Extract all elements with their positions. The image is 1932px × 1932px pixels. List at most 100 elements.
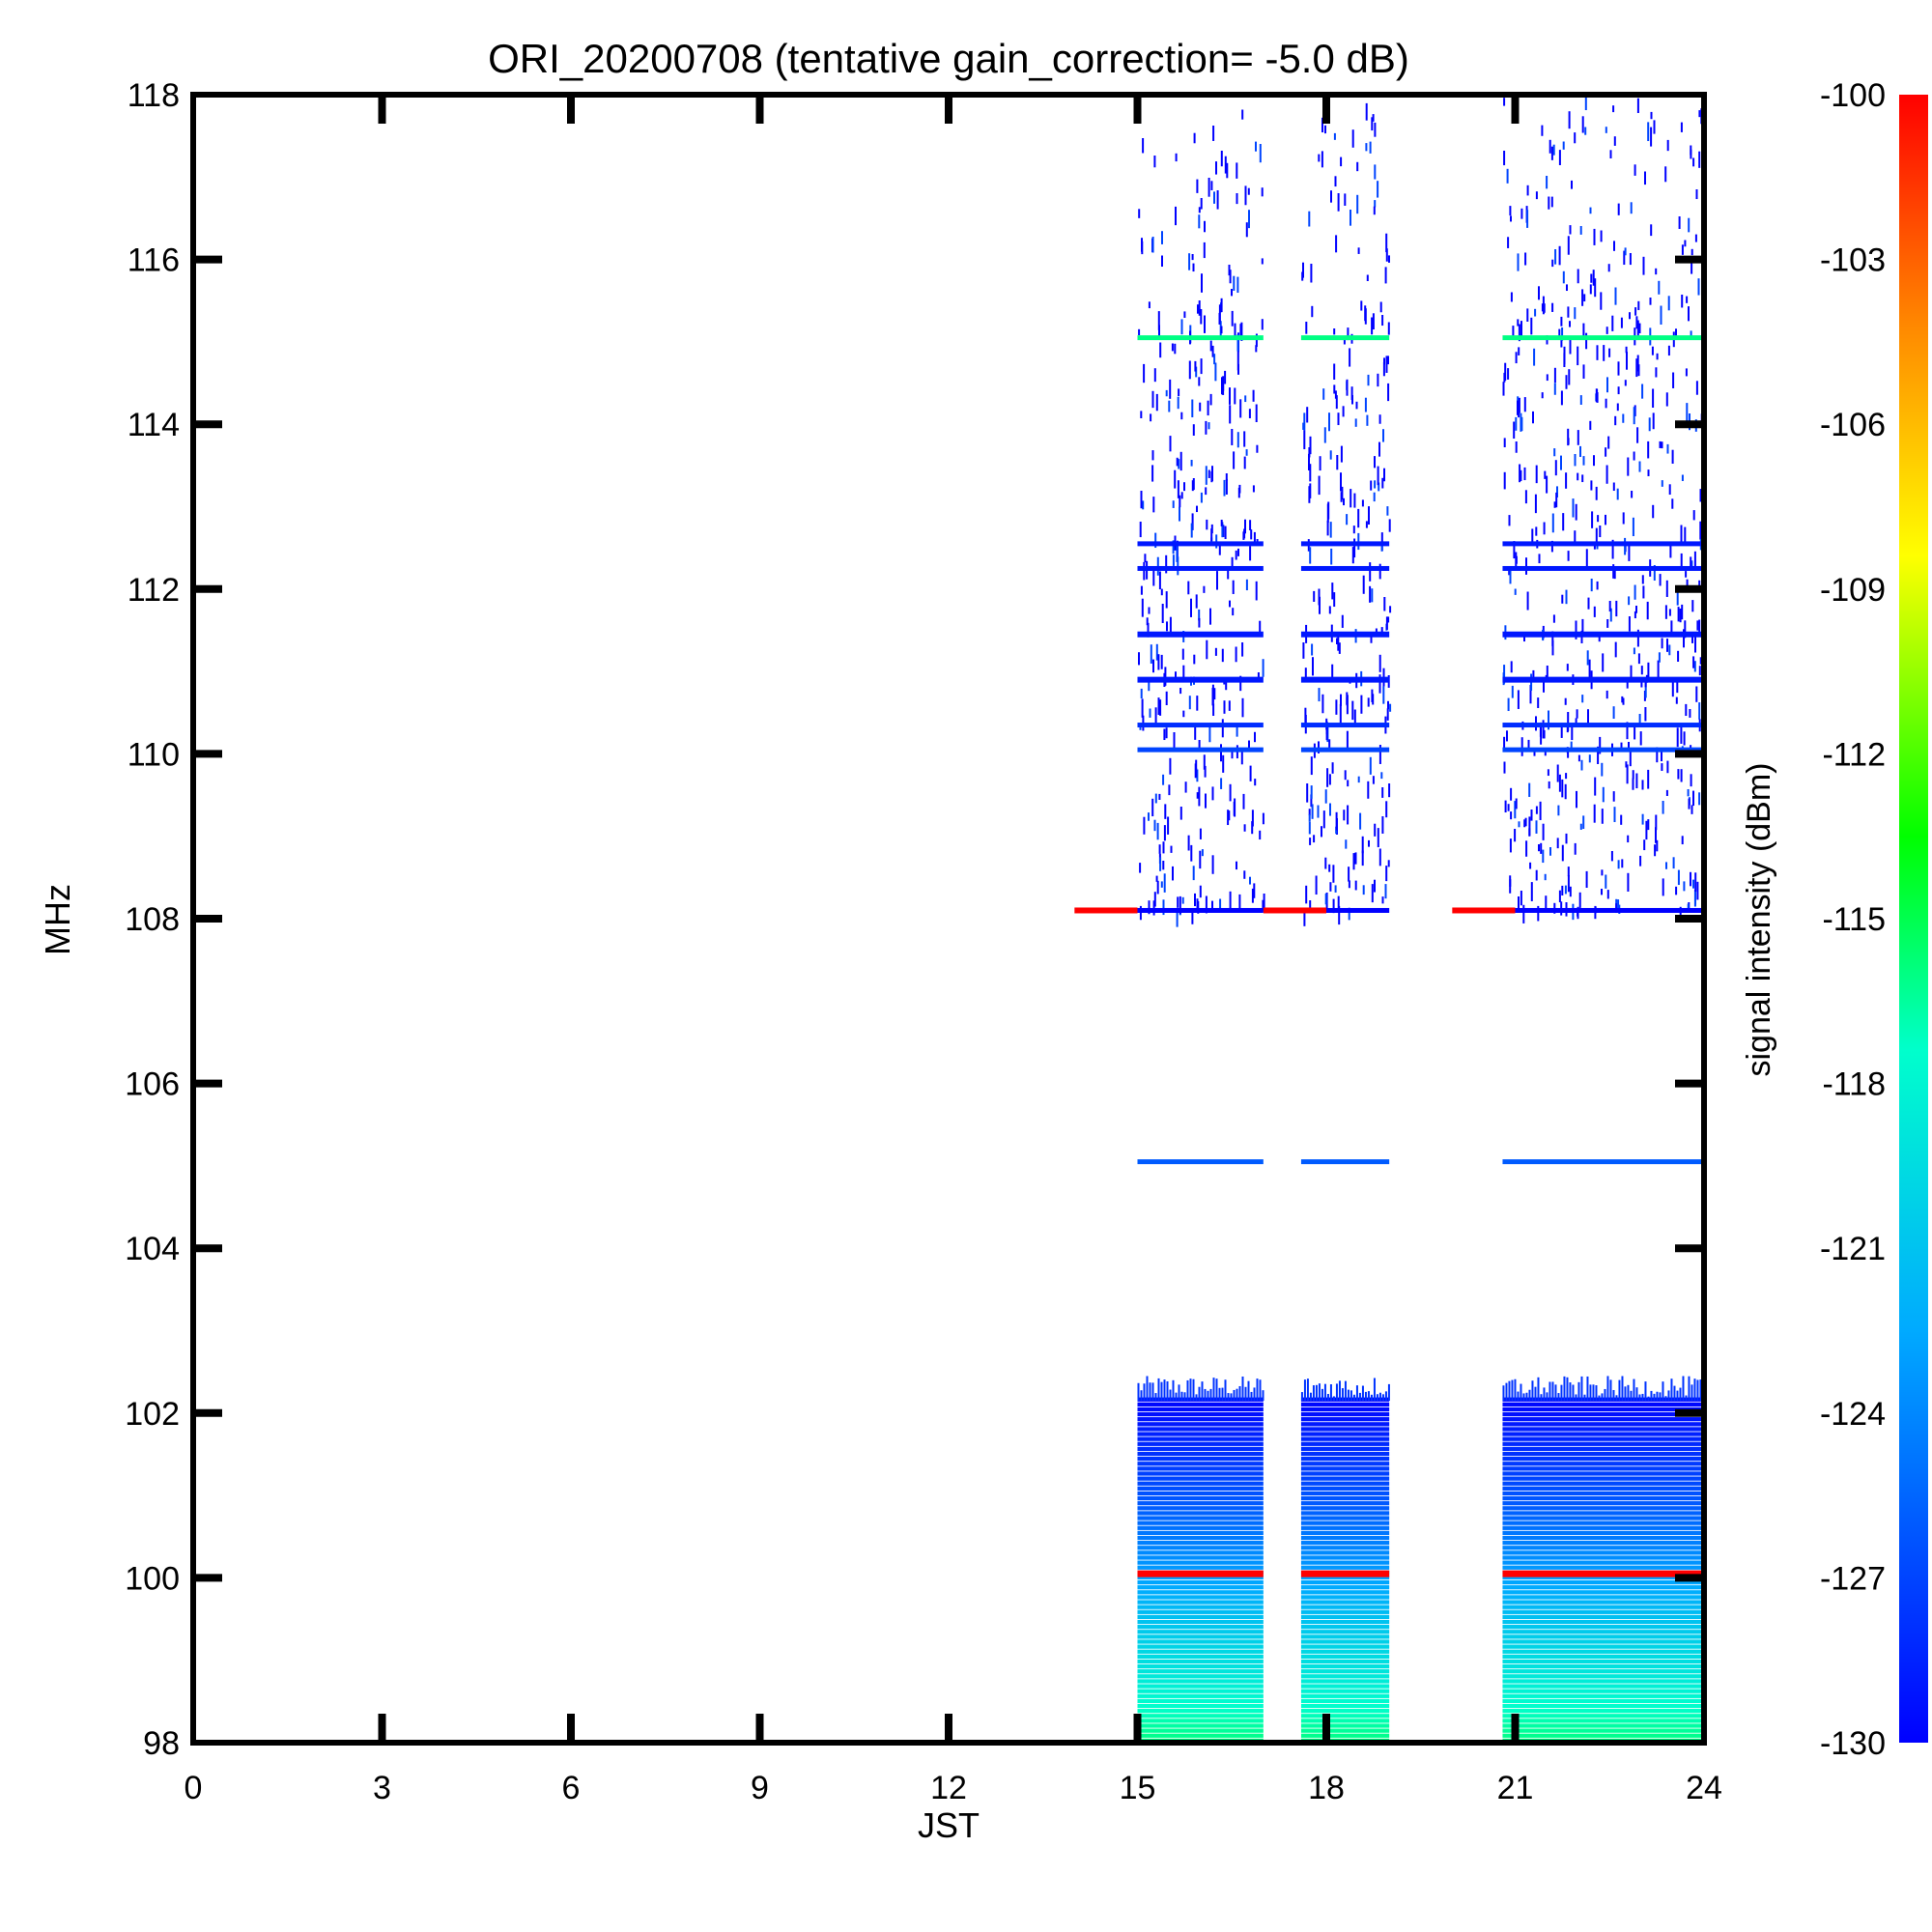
noise-speckle xyxy=(1378,674,1381,694)
noise-speckle xyxy=(1223,700,1226,714)
noise-tick xyxy=(1253,1387,1256,1402)
noise-speckle xyxy=(1542,823,1545,840)
colorbar-tick-label: -118 xyxy=(1822,1066,1886,1103)
noise-speckle xyxy=(1213,688,1216,700)
noise-speckle xyxy=(1640,666,1643,675)
noise-speckle xyxy=(1644,679,1647,688)
noise-speckle xyxy=(1688,798,1690,810)
noise-speckle xyxy=(1328,606,1331,614)
noise-speckle xyxy=(1148,607,1151,614)
noise-speckle xyxy=(1308,447,1311,458)
noise-speckle xyxy=(1630,202,1633,214)
noise-speckle xyxy=(1636,320,1639,339)
band-row xyxy=(1300,1684,1390,1689)
noise-speckle xyxy=(1379,301,1382,313)
noise-speckle xyxy=(1684,620,1687,639)
noise-tick xyxy=(1373,1378,1376,1402)
noise-speckle xyxy=(1378,482,1380,492)
noise-tick xyxy=(1598,1395,1601,1402)
noise-speckle xyxy=(1518,896,1520,913)
noise-speckle xyxy=(1192,424,1195,436)
noise-speckle xyxy=(1605,874,1607,889)
noise-speckle xyxy=(1353,709,1356,727)
noise-speckle xyxy=(1198,214,1201,229)
noise-speckle xyxy=(1141,241,1144,255)
spectral-line xyxy=(1502,676,1704,683)
noise-speckle xyxy=(1219,898,1222,911)
noise-speckle xyxy=(1169,616,1172,633)
noise-speckle xyxy=(1356,194,1359,214)
noise-speckle xyxy=(1369,141,1372,154)
noise-speckle xyxy=(1338,642,1341,654)
noise-speckle xyxy=(1581,289,1584,306)
noise-speckle xyxy=(1515,441,1518,453)
noise-speckle xyxy=(1612,791,1615,802)
noise-speckle xyxy=(1626,679,1629,689)
band-row xyxy=(1137,1406,1264,1412)
noise-speckle xyxy=(1562,270,1565,284)
noise-speckle xyxy=(1565,472,1568,489)
noise-speckle xyxy=(1334,176,1337,187)
band-row xyxy=(1137,1417,1264,1422)
noise-speckle xyxy=(1164,804,1167,819)
noise-speckle xyxy=(1562,513,1565,531)
noise-speckle xyxy=(1248,740,1250,752)
noise-tick xyxy=(1696,1379,1699,1402)
noise-speckle xyxy=(1565,375,1568,389)
noise-speckle xyxy=(1614,287,1617,305)
noise-speckle xyxy=(1634,584,1636,600)
noise-speckle xyxy=(1526,591,1529,611)
noise-speckle xyxy=(1503,372,1506,383)
noise-speckle xyxy=(1519,464,1521,483)
band-row xyxy=(1502,1546,1704,1550)
noise-speckle xyxy=(1387,383,1390,402)
noise-speckle xyxy=(1357,776,1360,783)
band-row xyxy=(1502,1585,1704,1590)
noise-speckle xyxy=(1223,479,1226,497)
noise-speckle xyxy=(1232,608,1235,616)
noise-speckle xyxy=(1558,245,1561,266)
noise-speckle xyxy=(1353,493,1356,508)
noise-speckle xyxy=(1609,608,1612,622)
noise-speckle xyxy=(1188,696,1191,710)
noise-speckle xyxy=(1334,885,1337,893)
noise-speckle xyxy=(1383,468,1385,482)
noise-speckle xyxy=(1388,519,1391,532)
noise-tick xyxy=(1230,1393,1233,1402)
noise-speckle xyxy=(1319,596,1321,614)
noise-speckle xyxy=(1165,554,1168,574)
noise-speckle xyxy=(1645,820,1648,840)
band-row xyxy=(1300,1733,1390,1738)
noise-speckle xyxy=(1643,839,1646,851)
noise-tick xyxy=(1676,1390,1679,1402)
band-row xyxy=(1502,1634,1704,1639)
noise-speckle xyxy=(1694,635,1696,653)
noise-speckle xyxy=(1615,903,1618,911)
noise-speckle xyxy=(1605,327,1608,334)
noise-speckle xyxy=(1636,98,1639,114)
noise-tick xyxy=(1146,1376,1149,1402)
noise-speckle xyxy=(1385,248,1388,262)
noise-speckle xyxy=(1236,351,1239,371)
noise-speckle xyxy=(1572,498,1575,518)
band-row xyxy=(1137,1432,1264,1436)
noise-speckle xyxy=(1198,609,1201,621)
band-row xyxy=(1137,1491,1264,1496)
noise-speckle xyxy=(1169,379,1172,399)
noise-speckle xyxy=(1310,756,1313,776)
noise-speckle xyxy=(1254,731,1256,743)
noise-speckle xyxy=(1637,300,1640,311)
noise-speckle xyxy=(1198,786,1201,807)
band-row xyxy=(1137,1427,1264,1432)
noise-speckle xyxy=(1665,392,1668,407)
noise-speckle xyxy=(1152,497,1155,513)
noise-speckle xyxy=(1309,547,1312,564)
band-row xyxy=(1300,1679,1390,1684)
noise-speckle xyxy=(1667,345,1670,356)
noise-speckle xyxy=(1357,247,1360,254)
noise-speckle xyxy=(1518,347,1520,355)
noise-speckle xyxy=(1525,840,1528,857)
x-tick-label: 6 xyxy=(562,1770,581,1806)
band-row xyxy=(1300,1654,1390,1659)
noise-speckle xyxy=(1681,244,1684,255)
